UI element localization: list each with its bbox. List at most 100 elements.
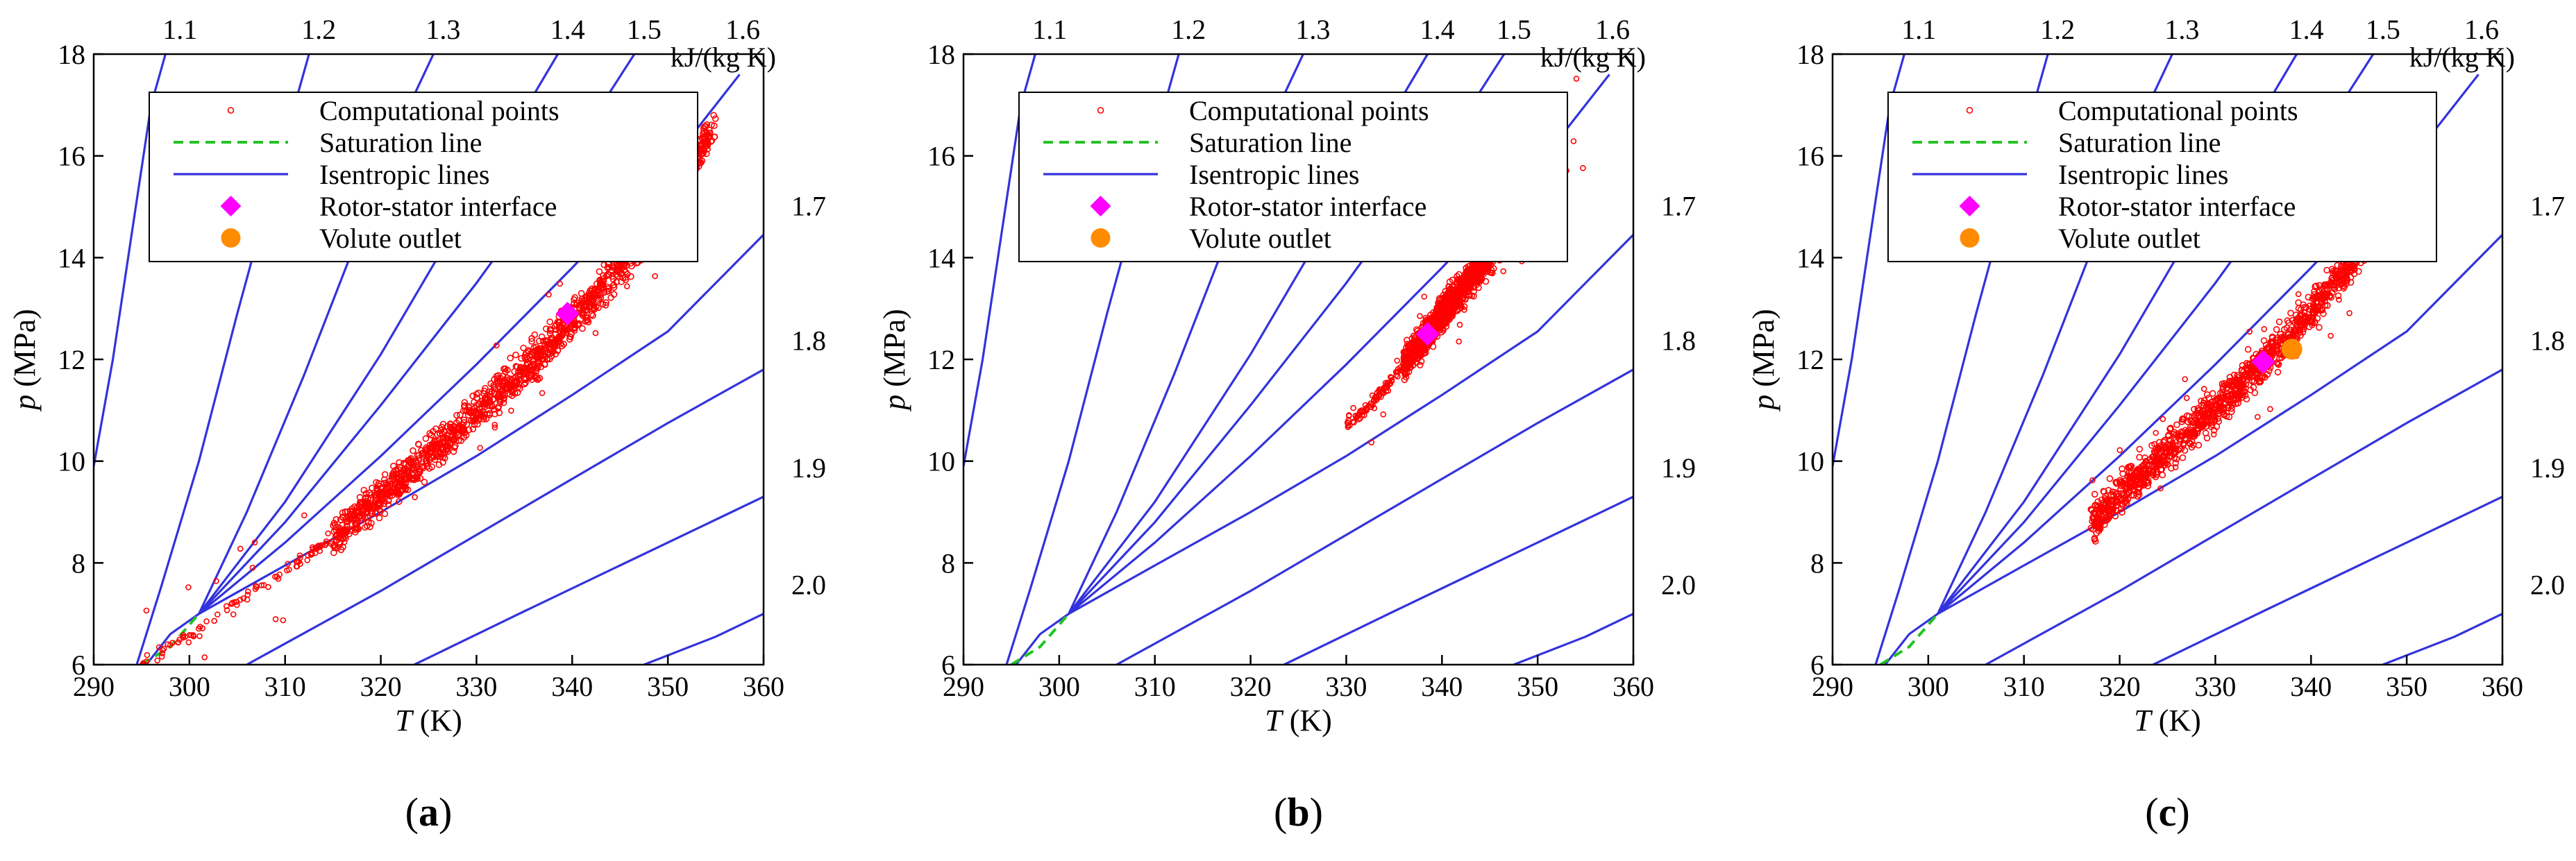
computational-point [571, 320, 579, 327]
isentropic-line-1.7 [198, 234, 764, 615]
computational-point [455, 417, 463, 425]
plot-area [94, 54, 764, 665]
entropy-right-label: 1.7 [1661, 190, 1696, 221]
computational-point [2225, 413, 2233, 420]
computational-point [2105, 497, 2112, 504]
computational-point [2281, 325, 2288, 333]
computational-point [428, 463, 436, 470]
computational-point [394, 488, 401, 495]
computational-point [594, 297, 602, 304]
entropy-top-label: 1.2 [1171, 14, 1206, 45]
computational-point [317, 547, 323, 554]
y-tick-label: 16 [1796, 141, 1824, 172]
computational-point [2217, 397, 2224, 404]
entropy-right-label: 1.9 [1661, 452, 1696, 484]
computational-point [571, 300, 578, 307]
computational-point [2234, 379, 2242, 386]
computational-point [595, 304, 602, 312]
computational-point [2305, 293, 2312, 301]
computational-point [2334, 292, 2342, 300]
legend-symbol-points [1966, 107, 1973, 114]
computational-point [517, 364, 524, 371]
computational-point [410, 447, 416, 454]
computational-point [2261, 325, 2267, 332]
computational-point [402, 486, 409, 493]
computational-point [2316, 324, 2323, 331]
computational-point [1438, 322, 1446, 330]
computational-point [530, 360, 537, 368]
computational-point [2329, 277, 2336, 284]
computational-point [2243, 395, 2250, 403]
computational-point [1428, 316, 1435, 323]
y-axis-unit: (MPa) [877, 309, 911, 394]
computational-point [2309, 319, 2316, 327]
y-tick-label: 12 [58, 344, 85, 375]
computational-point [2170, 430, 2178, 438]
computational-point [1416, 361, 1424, 369]
computational-point [467, 417, 475, 424]
computational-point [2119, 465, 2125, 472]
computational-point [175, 639, 182, 646]
computational-point [2164, 441, 2171, 449]
computational-point [2275, 361, 2282, 368]
computational-point [521, 380, 528, 388]
computational-point [258, 582, 265, 588]
computational-point [473, 394, 480, 402]
computational-point [1484, 265, 1490, 271]
computational-point [2306, 302, 2314, 309]
isentropic-line-1.8 [1985, 368, 2502, 665]
computational-point [1458, 287, 1465, 294]
computational-point [362, 494, 370, 502]
computational-point [301, 512, 308, 519]
computational-point [2164, 461, 2171, 468]
computational-point [337, 531, 344, 538]
computational-point [2121, 499, 2128, 506]
computational-point [395, 470, 402, 477]
computational-points [140, 112, 719, 665]
entropy-right-label: 1.8 [2530, 325, 2565, 357]
computational-point [393, 478, 401, 486]
caption-paren: ( [2145, 790, 2158, 835]
computational-point [2311, 309, 2318, 317]
computational-point [704, 140, 712, 147]
computational-point [369, 510, 376, 518]
y-tick-label: 6 [941, 649, 955, 681]
computational-point [1394, 357, 1400, 364]
computational-point [2163, 459, 2170, 467]
computational-point [412, 494, 418, 500]
computational-point [460, 416, 468, 424]
computational-point [1465, 292, 1472, 299]
computational-point [609, 275, 617, 283]
computational-point [423, 448, 430, 455]
computational-point [2203, 434, 2211, 442]
computational-point [237, 545, 244, 552]
isentropic-line-1.1 [94, 54, 167, 467]
computational-point [518, 355, 525, 362]
computational-point [491, 424, 498, 431]
computational-point [712, 115, 719, 122]
computational-point [426, 429, 433, 437]
legend-entry-label: Saturation line [2058, 127, 2221, 158]
computational-point [2110, 506, 2116, 513]
computational-point [528, 376, 536, 383]
computational-point [2245, 381, 2253, 389]
computational-point [700, 129, 708, 137]
computational-point [296, 552, 303, 559]
caption-paren: ( [405, 790, 419, 835]
y-tick-label: 18 [1796, 39, 1824, 70]
computational-point [2241, 392, 2249, 399]
x-tick-label: 350 [2386, 671, 2427, 702]
computational-point [272, 616, 279, 622]
computational-point [2130, 487, 2138, 494]
legend-entry-label: Isentropic lines [319, 159, 490, 190]
computational-point [224, 607, 230, 613]
legend-entry-label: Rotor-stator interface [2058, 191, 2296, 222]
computational-point [355, 508, 362, 515]
x-tick-label: 320 [1230, 671, 1272, 702]
computational-point [1368, 400, 1374, 407]
entropy-top-label: 1.2 [2040, 14, 2075, 45]
computational-point [414, 475, 421, 482]
computational-point [603, 299, 609, 306]
